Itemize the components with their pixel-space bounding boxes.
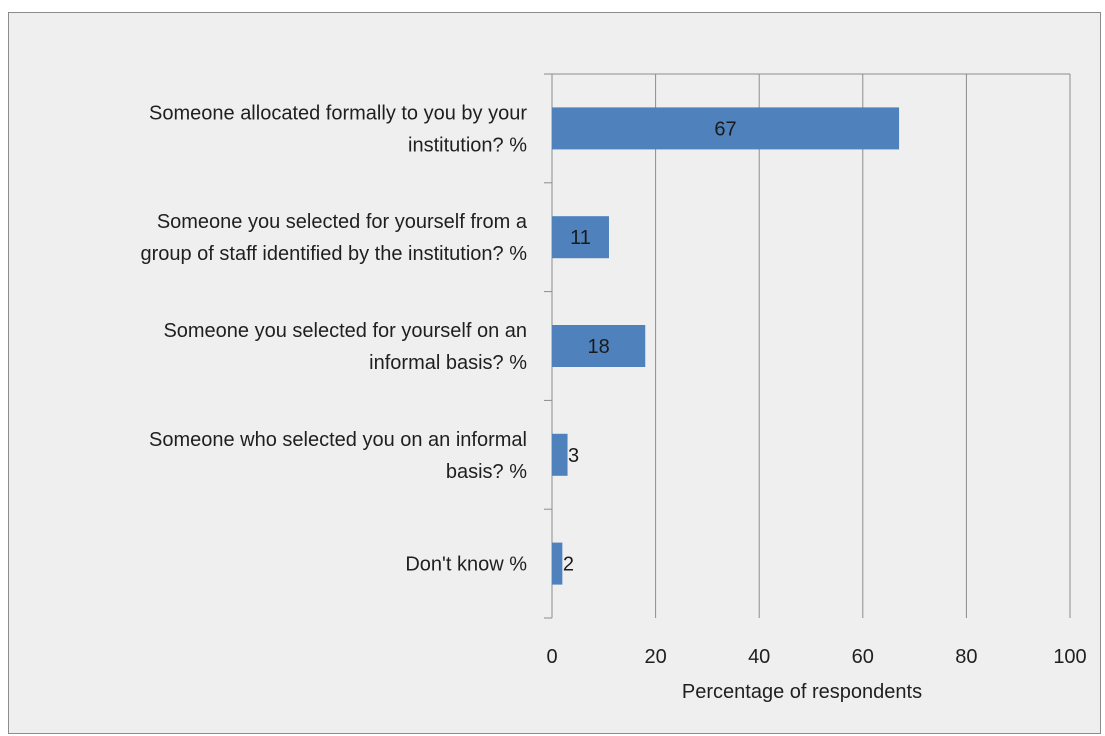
- data-label: 3: [568, 445, 579, 467]
- bar: [552, 433, 568, 476]
- x-axis-title: Percentage of respondents: [682, 681, 922, 703]
- category-label: basis? %: [446, 461, 527, 483]
- x-axis-ticks: 0 20 40 60 80 100: [546, 646, 1086, 668]
- data-label: 2: [563, 554, 574, 576]
- bars: 67 11 18 3 2: [552, 107, 900, 585]
- x-tick-label: 0: [546, 646, 557, 668]
- category-label: Someone you selected for yourself on an: [163, 320, 527, 342]
- x-tick-label: 20: [644, 646, 666, 668]
- x-tick-label: 40: [748, 646, 770, 668]
- x-tick-label: 80: [955, 646, 977, 668]
- x-tick-label: 60: [852, 646, 874, 668]
- category-label: Someone who selected you on an informal: [149, 429, 527, 451]
- data-label: 67: [714, 118, 736, 140]
- category-label: group of staff identified by the institu…: [140, 243, 527, 265]
- bar: [552, 216, 609, 259]
- category-label: Don't know %: [405, 554, 527, 576]
- gridlines: [544, 73, 1071, 619]
- category-label: Someone allocated formally to you by you…: [149, 102, 527, 124]
- category-label: Someone you selected for yourself from a: [157, 211, 528, 233]
- bar: [552, 107, 900, 150]
- data-label: 11: [570, 227, 591, 249]
- category-labels: Someone allocated formally to you by you…: [140, 102, 527, 575]
- category-label: institution? %: [408, 134, 527, 156]
- x-tick-label: 100: [1053, 646, 1086, 668]
- category-label: informal basis? %: [369, 352, 527, 374]
- bar: [552, 325, 646, 367]
- bar: [552, 542, 563, 585]
- data-label: 18: [587, 336, 609, 358]
